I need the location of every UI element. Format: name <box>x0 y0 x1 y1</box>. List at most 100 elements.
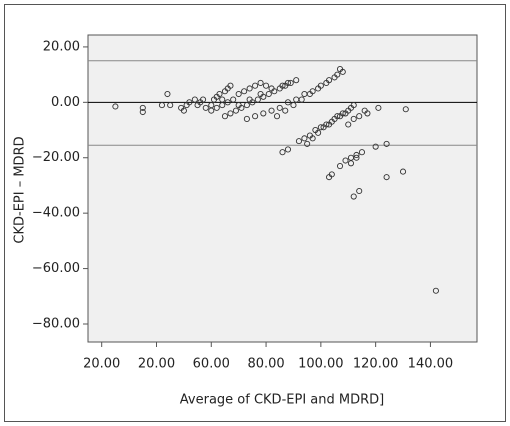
point <box>432 287 439 294</box>
point <box>336 113 344 120</box>
point <box>284 146 292 153</box>
point <box>139 104 146 111</box>
point <box>336 66 344 73</box>
x-tick-label: 120.00 <box>353 357 399 372</box>
point <box>331 115 338 123</box>
point <box>112 103 119 110</box>
x-tick-label: 100.00 <box>298 357 344 372</box>
point <box>356 113 363 120</box>
plot-area <box>87 34 478 343</box>
point <box>191 96 198 103</box>
point <box>246 96 253 103</box>
point <box>273 113 281 120</box>
point <box>293 77 300 84</box>
x-tick-label: 20.00 <box>138 357 175 372</box>
point <box>345 121 352 128</box>
point <box>304 140 311 147</box>
x-tick-label: 60.00 <box>193 357 230 372</box>
point <box>158 102 166 109</box>
point <box>241 88 248 95</box>
point <box>243 102 250 109</box>
point <box>323 79 330 86</box>
point <box>336 163 344 170</box>
point <box>208 107 215 114</box>
point <box>216 90 223 98</box>
point <box>221 113 229 120</box>
point <box>252 82 259 89</box>
point <box>202 104 209 111</box>
point <box>200 96 207 103</box>
point <box>213 104 220 111</box>
point <box>227 110 234 117</box>
x-tick-label: 20.00 <box>83 357 120 372</box>
y-tick-label: −20.00 <box>32 150 80 165</box>
point <box>265 90 272 98</box>
point <box>350 193 357 200</box>
point <box>235 102 242 109</box>
point <box>257 90 264 98</box>
point <box>353 154 360 161</box>
point <box>282 107 289 114</box>
point <box>268 107 275 114</box>
point <box>227 82 234 89</box>
point <box>315 129 322 136</box>
point <box>139 108 146 116</box>
point <box>372 143 379 150</box>
point <box>287 79 294 86</box>
point <box>328 171 335 178</box>
point <box>342 110 349 117</box>
point <box>235 90 242 98</box>
point <box>364 110 371 117</box>
point <box>331 74 338 81</box>
point <box>254 96 261 103</box>
point <box>342 157 349 164</box>
y-tick-label: −40.00 <box>32 206 80 221</box>
point <box>301 135 308 142</box>
point <box>317 124 324 131</box>
point <box>320 124 327 131</box>
point <box>298 96 305 103</box>
x-tick-label: 140.00 <box>408 357 454 372</box>
point <box>402 106 409 113</box>
point <box>260 110 267 117</box>
point <box>315 85 322 92</box>
point <box>219 102 226 109</box>
point <box>347 104 355 111</box>
point <box>347 160 355 167</box>
point <box>257 79 264 86</box>
point <box>383 140 390 147</box>
point <box>276 104 283 111</box>
point <box>180 107 187 114</box>
x-axis-label: Average of CKD-EPI and MDRD] <box>180 393 384 408</box>
point <box>309 135 316 142</box>
x-tick-label: 80.00 <box>247 357 284 372</box>
point <box>295 138 302 145</box>
point <box>246 85 253 92</box>
point <box>230 96 237 103</box>
point <box>232 107 239 114</box>
y-axis-label: CKD-EPI – MDRD <box>13 136 28 243</box>
y-tick-label: 20.00 <box>43 39 80 54</box>
y-tick-label: −80.00 <box>32 316 80 331</box>
point <box>383 174 390 181</box>
point <box>279 82 286 89</box>
point <box>326 121 333 128</box>
point <box>252 113 259 120</box>
point <box>243 115 250 123</box>
point <box>268 85 275 92</box>
point <box>284 79 292 86</box>
point <box>358 149 365 156</box>
point <box>353 151 360 159</box>
point <box>375 104 382 111</box>
point <box>399 168 407 175</box>
y-tick-label: 0.00 <box>51 95 80 110</box>
point <box>306 90 313 98</box>
point <box>263 82 270 89</box>
point <box>164 90 171 98</box>
point <box>284 99 292 106</box>
point <box>186 99 193 106</box>
point <box>350 115 357 123</box>
point <box>290 102 297 109</box>
point <box>279 149 286 156</box>
